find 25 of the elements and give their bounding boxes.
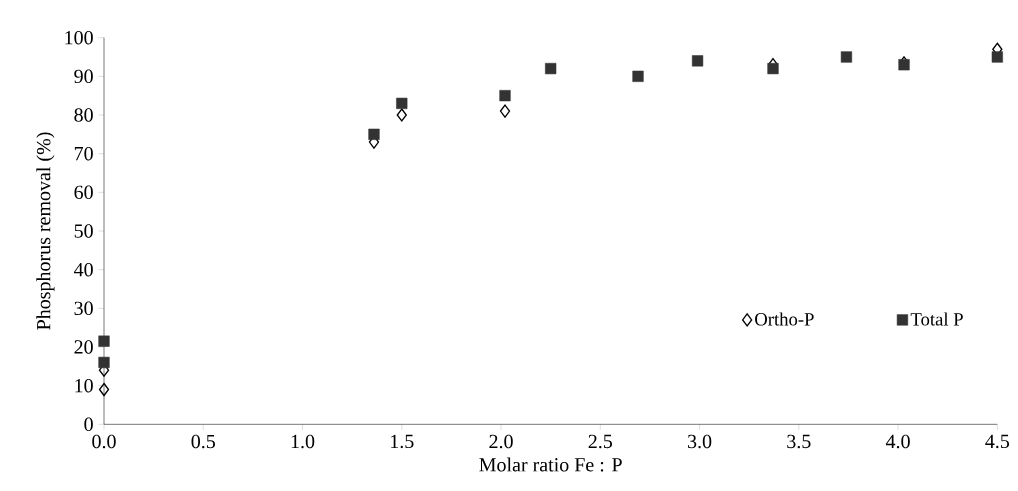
y-tick-label: 70 bbox=[74, 146, 93, 161]
y-tick-label: 40 bbox=[74, 262, 93, 277]
x-tick-label: 4.0 bbox=[885, 434, 910, 449]
y-tick-label: 100 bbox=[65, 30, 93, 45]
x-tick-label: 4.5 bbox=[985, 434, 1010, 449]
legend-label: Total P bbox=[910, 312, 963, 326]
x-tick-label: 3.0 bbox=[688, 434, 712, 449]
y-tick-label: 20 bbox=[74, 340, 93, 354]
y-tick-label: 50 bbox=[74, 224, 93, 238]
x-tick-label: 2.5 bbox=[588, 434, 613, 449]
x-tick-label: 1.0 bbox=[291, 434, 315, 449]
x-tick-label: 1.5 bbox=[391, 434, 414, 449]
y-tick-label: 10 bbox=[75, 378, 93, 393]
legend-label: Ortho-P bbox=[755, 312, 814, 326]
y-tick-label: 80 bbox=[74, 108, 93, 122]
y-tick-label: 60 bbox=[74, 185, 93, 200]
x-axis-title: Molar ratio Fe : P bbox=[479, 457, 622, 472]
y-axis-title: Phosphorus removal (%) bbox=[36, 132, 55, 330]
x-tick-label: 2.0 bbox=[489, 434, 513, 449]
x-tick-label: 0.5 bbox=[191, 434, 215, 449]
x-tick-label: 0.0 bbox=[92, 434, 116, 449]
y-tick-label: 90 bbox=[74, 69, 93, 84]
y-tick-label: 0 bbox=[84, 417, 93, 432]
y-tick-label: 30 bbox=[74, 301, 93, 316]
x-tick-label: 3.5 bbox=[787, 434, 811, 449]
